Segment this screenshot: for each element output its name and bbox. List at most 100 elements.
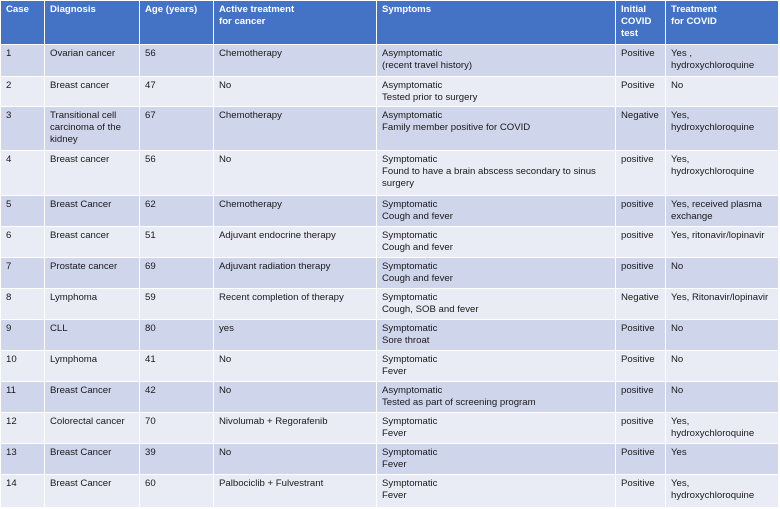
cell-line: for COVID xyxy=(671,16,717,27)
table-cell: positive xyxy=(615,257,666,289)
table-cell: Symptomatic Cough and fever xyxy=(376,195,616,227)
cell-line: Family member positive for COVID xyxy=(382,122,531,133)
table-cell: Yes, hydroxychloroquine xyxy=(665,150,779,196)
table-cell: Breast cancer xyxy=(44,76,140,107)
cell-line: Asymptomatic xyxy=(382,80,443,91)
table-cell: Chemotherapy xyxy=(213,44,377,77)
cell-line: Cough and fever xyxy=(382,242,453,253)
cell-line: Symptomatic xyxy=(382,292,438,303)
table-cell: 56 xyxy=(139,150,214,196)
table-cell: No xyxy=(665,319,779,351)
cell-line: Symptomatic xyxy=(382,478,438,489)
table-cell: 70 xyxy=(139,412,214,444)
table-cell: No xyxy=(213,76,377,107)
table-cell: Breast Cancer xyxy=(44,195,140,227)
table-cell: Positive xyxy=(615,474,666,508)
table-cell: positive xyxy=(615,412,666,444)
table-cell: Symptomatic Sore throat xyxy=(376,319,616,351)
table-cell: No xyxy=(213,350,377,382)
table-body: 1 Ovarian cancer 56 Chemotherapy Asymptomati… xyxy=(0,44,779,508)
table-cell: Symptomatic Cough and fever xyxy=(376,226,616,258)
table-cell: Negative xyxy=(615,106,666,151)
table-cell: Yes xyxy=(665,443,779,475)
table-cell: Yes, hydroxychloroquine xyxy=(665,412,779,444)
header-cell: Initial COVID test xyxy=(615,0,666,45)
cell-line: (recent travel history) xyxy=(382,60,473,71)
cell-line: Fever xyxy=(382,366,407,377)
table-row: 7 Prostate cancer 69 Adjuvant radiation the… xyxy=(0,257,779,289)
table-cell: 2 xyxy=(0,76,45,107)
table-row: 5 Breast Cancer 62 Chemotherapy Symptomatic C… xyxy=(0,195,779,227)
table-cell: 4 xyxy=(0,150,45,196)
table-cell: 14 xyxy=(0,474,45,508)
table-cell: No xyxy=(213,150,377,196)
cell-line: Tested prior to surgery xyxy=(382,92,478,103)
table-cell: positive xyxy=(615,381,666,413)
table-cell: CLL xyxy=(44,319,140,351)
table-row: 9 CLL 80 yes Symptomatic Sore throat Positive N… xyxy=(0,319,779,351)
table-cell: Yes, Ritonavir/lopinavir xyxy=(665,288,779,320)
table-cell: 12 xyxy=(0,412,45,444)
table-cell: No xyxy=(213,443,377,475)
table-cell: Palbociclib + Fulvestrant xyxy=(213,474,377,508)
table-cell: Positive xyxy=(615,76,666,107)
cell-line: Cough and fever xyxy=(382,273,453,284)
cell-line: Tested as part of screening program xyxy=(382,397,536,408)
cell-line: for cancer xyxy=(219,16,266,27)
table-cell: Colorectal cancer xyxy=(44,412,140,444)
cell-line: Symptomatic xyxy=(382,323,438,334)
table-cell: No xyxy=(213,381,377,413)
table-row: 14 Breast Cancer 60 Palbociclib + Fulvestra… xyxy=(0,474,779,508)
table-row: 2 Breast cancer 47 No Asymptomatic Tested pri… xyxy=(0,76,779,107)
table-row: 6 Breast cancer 51 Adjuvant endocrine thera… xyxy=(0,226,779,258)
table-cell: 80 xyxy=(139,319,214,351)
table-cell: Yes, hydroxychloroquine xyxy=(665,106,779,151)
table-row: 10 Lymphoma 41 No Symptomatic Fever Positive No xyxy=(0,350,779,382)
table-row: 3 Transitional cell carcinoma of the kidn… xyxy=(0,106,779,151)
table-cell: No xyxy=(665,257,779,289)
table-cell: Symptomatic Fever xyxy=(376,412,616,444)
header-cell: Treatment for COVID xyxy=(665,0,779,45)
table-cell: Ovarian cancer xyxy=(44,44,140,77)
table-cell: Positive xyxy=(615,44,666,77)
table-cell: 39 xyxy=(139,443,214,475)
cell-line: Symptomatic xyxy=(382,261,438,272)
table-cell: 9 xyxy=(0,319,45,351)
cell-line: Sore throat xyxy=(382,335,430,346)
cell-line: Fever xyxy=(382,490,407,501)
header-cell: Case xyxy=(0,0,45,45)
cell-line: Asymptomatic xyxy=(382,385,443,396)
table-cell: positive xyxy=(615,150,666,196)
table-row: 11 Breast Cancer 42 No Asymptomatic Tested as… xyxy=(0,381,779,413)
table-cell: yes xyxy=(213,319,377,351)
table-cell: 6 xyxy=(0,226,45,258)
table-cell: Lymphoma xyxy=(44,288,140,320)
table-cell: Asymptomatic Tested prior to surgery xyxy=(376,76,616,107)
table-cell: Adjuvant endocrine therapy xyxy=(213,226,377,258)
header-cell: Symptoms xyxy=(376,0,616,45)
table-cell: Positive xyxy=(615,319,666,351)
table-cell: Chemotherapy xyxy=(213,106,377,151)
table-cell: Breast Cancer xyxy=(44,381,140,413)
cell-line: Symptomatic xyxy=(382,447,438,458)
table-cell: 10 xyxy=(0,350,45,382)
cell-line: Cough and fever xyxy=(382,211,453,222)
table-cell: 13 xyxy=(0,443,45,475)
table-cell: 3 xyxy=(0,106,45,151)
cell-line: Fever xyxy=(382,459,407,470)
header-cell: Age (years) xyxy=(139,0,214,45)
table-cell: 59 xyxy=(139,288,214,320)
table-cell: 5 xyxy=(0,195,45,227)
table-cell: Symptomatic Cough and fever xyxy=(376,257,616,289)
table-cell: Transitional cell carcinoma of the kidne… xyxy=(44,106,140,151)
table-cell: Nivolumab + Regorafenib xyxy=(213,412,377,444)
table-cell: Breast Cancer xyxy=(44,474,140,508)
table-cell: 51 xyxy=(139,226,214,258)
table-cell: Breast Cancer xyxy=(44,443,140,475)
table-cell: Asymptomatic (recent travel history) xyxy=(376,44,616,77)
table-cell: 1 xyxy=(0,44,45,77)
table-cell: Lymphoma xyxy=(44,350,140,382)
cell-line: Fever xyxy=(382,428,407,439)
